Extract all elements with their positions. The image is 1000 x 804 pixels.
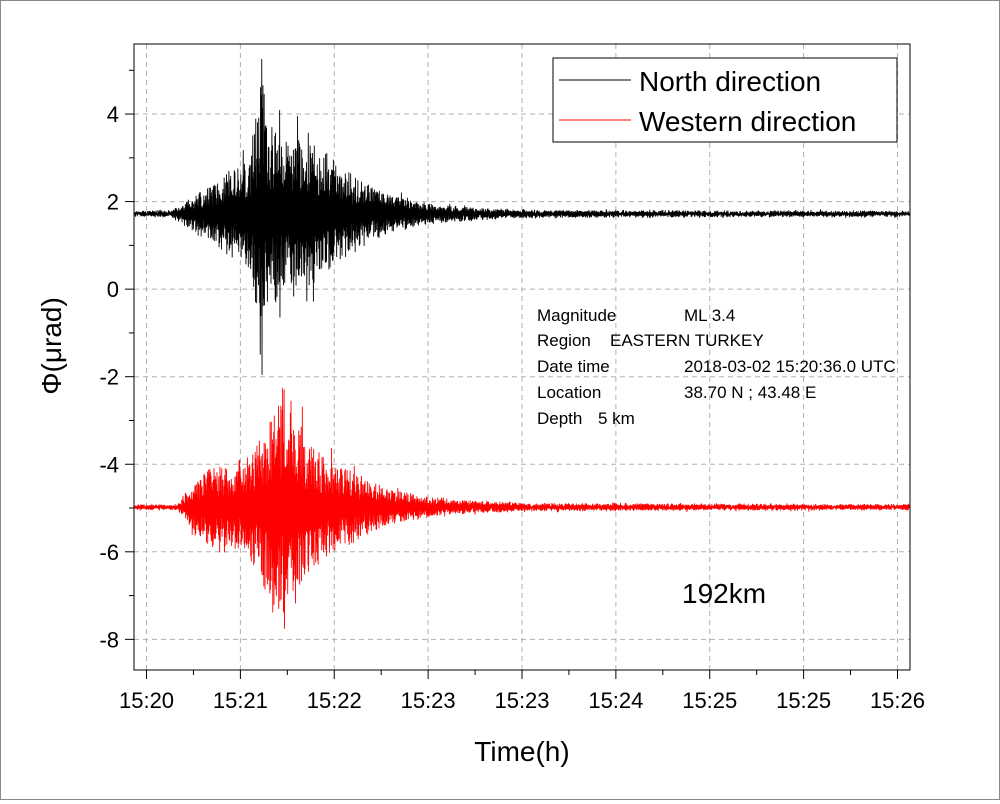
- plot-area: [133, 43, 911, 671]
- y-tick-label: -2: [99, 365, 119, 390]
- x-tick-label: 15:25: [776, 688, 831, 713]
- info-magnitude-label: Magnitude: [537, 306, 616, 325]
- y-axis-label: Φ(μrad): [36, 297, 67, 395]
- series-north-direction: [133, 58, 911, 375]
- series-western-direction: [133, 387, 911, 629]
- x-tick-label: 15:21: [213, 688, 268, 713]
- y-tick-label: -6: [99, 540, 119, 565]
- x-tick-label: 15:24: [588, 688, 643, 713]
- y-tick-label: 2: [107, 190, 119, 215]
- series-layer: [133, 58, 911, 629]
- info-region-value: EASTERN TURKEY: [610, 331, 764, 350]
- legend: North direction Western direction: [552, 57, 898, 143]
- info-magnitude-value: ML 3.4: [684, 306, 735, 325]
- info-datetime-value: 2018-03-02 15:20:36.0 UTC: [684, 357, 896, 376]
- axis-ticks: [125, 69, 898, 679]
- x-tick-label: 15:23: [401, 688, 456, 713]
- info-location-label: Location: [537, 383, 601, 402]
- y-tick-label: 0: [107, 277, 119, 302]
- info-datetime-label: Date time: [537, 357, 610, 376]
- info-depth-label: Depth: [537, 409, 582, 428]
- info-location-value: 38.70 N ; 43.48 E: [684, 383, 816, 402]
- x-tick-label: 15:20: [119, 688, 174, 713]
- y-tick-label: -8: [99, 627, 119, 652]
- x-tick-label: 15:26: [870, 688, 925, 713]
- distance-label: 192km: [682, 578, 766, 609]
- info-depth-value: 5 km: [598, 409, 635, 428]
- legend-label-western: Western direction: [639, 106, 856, 137]
- info-region-label: Region: [537, 331, 591, 350]
- tick-labels: 15:20 15:21 15:22 15:23 15:23 15:24 15:25 15:25…: [99, 102, 925, 713]
- y-tick-label: -4: [99, 452, 119, 477]
- x-tick-label: 15:25: [682, 688, 737, 713]
- event-info: Magnitude ML 3.4 Region EASTERN TURKEY D…: [537, 306, 896, 428]
- x-axis-label: Time(h): [474, 736, 569, 767]
- y-tick-label: 4: [107, 102, 119, 127]
- legend-box: [552, 57, 898, 143]
- x-tick-label: 15:22: [307, 688, 362, 713]
- legend-label-north: North direction: [639, 66, 821, 97]
- x-tick-label: 15:23: [494, 688, 549, 713]
